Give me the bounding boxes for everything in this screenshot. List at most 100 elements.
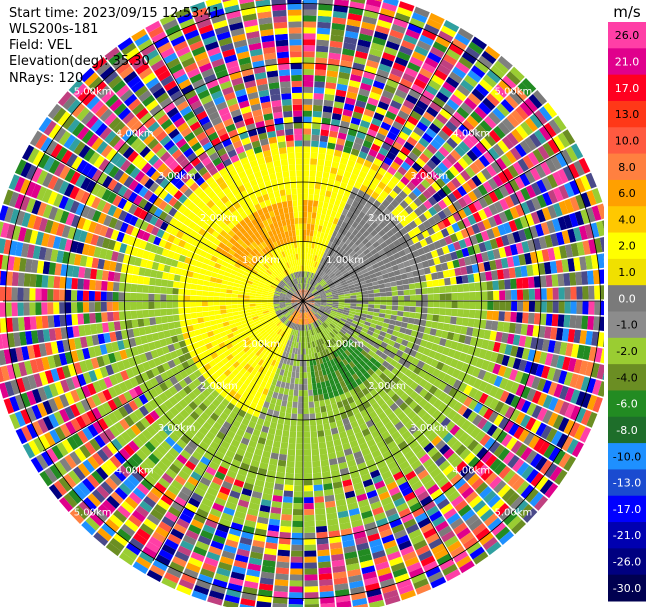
velocity-cell xyxy=(95,269,104,280)
velocity-cell xyxy=(522,289,530,300)
velocity-cell xyxy=(343,103,355,112)
velocity-cell xyxy=(321,323,327,329)
velocity-cell xyxy=(445,308,452,316)
velocity-cell xyxy=(424,57,439,69)
velocity-cell xyxy=(355,370,363,378)
velocity-cell xyxy=(314,302,321,305)
velocity-cell xyxy=(294,377,299,385)
velocity-cell xyxy=(311,448,320,456)
velocity-cell xyxy=(504,279,511,290)
velocity-cell xyxy=(433,336,441,345)
velocity-cell xyxy=(463,396,474,408)
velocity-cell xyxy=(404,205,414,215)
velocity-cell xyxy=(417,469,429,481)
velocity-cell xyxy=(426,106,439,118)
velocity-cell xyxy=(383,348,391,356)
velocity-cell xyxy=(282,496,293,504)
velocity-cell xyxy=(349,439,359,448)
velocity-cell xyxy=(446,436,458,448)
velocity-cell xyxy=(326,302,333,304)
velocity-cell xyxy=(529,491,544,507)
velocity-cell xyxy=(313,87,325,94)
velocity-cell xyxy=(339,360,346,368)
velocity-cell xyxy=(403,334,411,341)
velocity-cell xyxy=(347,281,354,287)
velocity-cell xyxy=(432,192,443,203)
velocity-cell xyxy=(317,332,322,339)
velocity-cell xyxy=(454,267,462,276)
velocity-cell xyxy=(432,314,440,322)
velocity-cell xyxy=(502,268,510,279)
velocity-cell xyxy=(284,484,294,492)
velocity-cell xyxy=(395,337,403,345)
velocity-cell xyxy=(350,0,366,4)
velocity-cell xyxy=(418,378,428,388)
velocity-cell xyxy=(317,262,322,270)
velocity-cell xyxy=(323,311,330,316)
velocity-cell xyxy=(342,108,353,117)
velocity-cell xyxy=(280,405,287,413)
velocity-cell xyxy=(314,297,321,300)
velocity-cell xyxy=(295,455,303,462)
velocity-cell xyxy=(336,312,343,316)
velocity-cell xyxy=(154,286,161,294)
velocity-cell xyxy=(317,21,331,29)
velocity-cell xyxy=(478,242,487,253)
velocity-cell xyxy=(553,246,562,260)
velocity-cell xyxy=(101,270,109,281)
velocity-cell xyxy=(345,453,355,462)
velocity-cell xyxy=(493,375,503,388)
velocity-cell xyxy=(325,82,337,90)
velocity-cell xyxy=(315,333,320,340)
velocity-cell xyxy=(481,251,490,262)
velocity-cell xyxy=(407,277,415,284)
velocity-cell xyxy=(498,465,512,480)
velocity-cell xyxy=(184,282,192,290)
velocity-cell xyxy=(387,550,402,561)
velocity-cell xyxy=(343,378,351,386)
velocity-cell xyxy=(278,453,287,461)
velocity-cell xyxy=(471,263,480,274)
velocity-cell xyxy=(588,301,595,315)
velocity-cell xyxy=(307,311,312,318)
velocity-cell xyxy=(261,301,268,304)
velocity-cell xyxy=(521,348,530,360)
velocity-cell xyxy=(305,277,308,284)
velocity-cell xyxy=(423,382,433,392)
velocity-cell xyxy=(411,343,420,352)
velocity-cell xyxy=(365,252,373,259)
velocity-cell xyxy=(312,116,322,124)
velocity-cell xyxy=(415,583,432,595)
velocity-cell xyxy=(220,309,227,315)
velocity-cell xyxy=(308,278,312,285)
velocity-cell xyxy=(319,293,326,297)
velocity-cell xyxy=(483,408,494,420)
velocity-cell xyxy=(428,375,437,385)
velocity-cell xyxy=(420,495,433,507)
velocity-cell xyxy=(412,429,423,440)
velocity-cell xyxy=(412,507,425,518)
velocity-cell xyxy=(435,230,444,240)
velocity-cell xyxy=(160,301,167,309)
velocity-cell xyxy=(400,218,409,228)
velocity-cell xyxy=(450,132,463,145)
velocity-cell xyxy=(317,555,331,563)
velocity-cell xyxy=(533,276,541,288)
velocity-cell xyxy=(0,286,6,301)
velocity-cell xyxy=(471,223,481,234)
velocity-cell xyxy=(463,452,476,465)
velocity-cell xyxy=(286,400,293,408)
velocity-cell xyxy=(537,392,548,407)
velocity-cell xyxy=(574,424,586,441)
velocity-cell xyxy=(518,229,527,242)
velocity-cell xyxy=(362,294,369,298)
velocity-cell xyxy=(489,398,500,411)
velocity-cell xyxy=(303,122,312,129)
velocity-cell xyxy=(373,342,381,350)
velocity-cell xyxy=(397,262,405,270)
velocity-cell xyxy=(427,79,442,91)
velocity-cell xyxy=(467,411,478,423)
velocity-cell xyxy=(392,301,399,306)
velocity-cell xyxy=(314,304,321,307)
velocity-cell xyxy=(506,71,521,86)
